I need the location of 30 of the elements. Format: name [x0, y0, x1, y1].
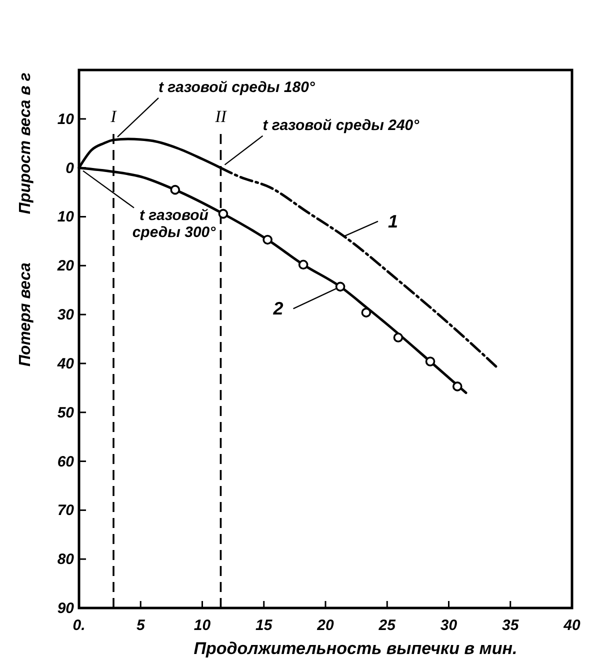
- y-axis-title: Прирост веса в г: [17, 72, 34, 214]
- x-tick-label: 0.: [72, 617, 86, 634]
- x-tick-label: 5: [136, 617, 146, 634]
- x-tick-label: 40: [562, 617, 581, 634]
- x-tick-label: 10: [194, 617, 212, 634]
- y-tick-label: 60: [57, 453, 75, 470]
- text: Потеря веса: [17, 262, 34, 367]
- y-tick-label: 10: [57, 110, 75, 128]
- y-tick-label: 80: [57, 551, 75, 568]
- x-tick-label: 15: [256, 617, 273, 634]
- annotation: t газовой среды 300°: [132, 206, 217, 241]
- legend-label: 2: [272, 298, 284, 319]
- annotation: t газовой среды 240°: [262, 116, 420, 134]
- ref-line-label: I: [110, 107, 118, 126]
- x-tick-label: 30: [440, 617, 458, 634]
- ref-line-label: II: [214, 107, 228, 126]
- y-tick-label: 10: [57, 208, 75, 226]
- x-tick-label: 20: [316, 617, 334, 634]
- x-tick-label: 35: [502, 617, 520, 634]
- annotation: t газовой среды 180°: [158, 78, 316, 96]
- y-tick-label: 70: [57, 502, 75, 520]
- series-label: 1: [388, 211, 398, 232]
- y-tick-label: 0: [66, 160, 75, 177]
- y-tick-label: 90: [57, 600, 75, 617]
- y-tick-label: 40: [56, 355, 75, 372]
- y-tick-label: 20: [56, 258, 75, 275]
- x-tick-label: 25: [378, 617, 396, 634]
- x-axis-title: Продолжительность выпечки в мин.: [194, 639, 518, 658]
- y-tick-label: 30: [57, 306, 75, 324]
- y-tick-label: 50: [57, 404, 75, 422]
